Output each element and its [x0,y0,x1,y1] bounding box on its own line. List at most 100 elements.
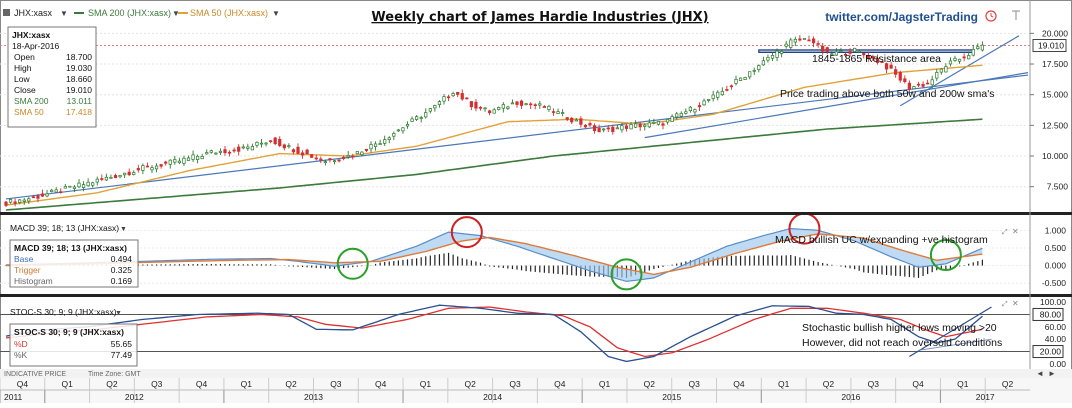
candle-body [944,66,948,73]
info-row-label: High [14,63,32,73]
quarter-label: Q2 [285,379,297,389]
annotation-circle-red [450,216,483,249]
candle-body [369,144,373,150]
candle-body [401,127,405,132]
price-info-box: JHX:xasx 18-Apr-2016 Open 18.700 High 19.03… [7,26,97,128]
candle-body [159,164,163,167]
candle-body [766,57,770,61]
candle-body [264,142,268,145]
quarter-label: Q2 [823,379,835,389]
annotation-circle-green [336,247,369,280]
candle-body [930,79,934,86]
candle-body [665,119,670,123]
candle-body [68,185,72,188]
dropdown-arrow-icon[interactable]: ▼ [120,226,127,233]
sma50-line [5,64,983,206]
panel-close-icon[interactable]: ✕ [1012,299,1019,308]
info-box-frame [7,26,97,128]
candle-body [77,182,81,188]
candle-body [237,146,241,152]
candle-body [150,167,154,171]
scroll-controls[interactable]: ◄ ► [1036,369,1056,378]
stoch-k-line [5,304,983,363]
chart-header: JHX:xasx ▼ SMA 200 (JHX:xasx) ▼ SMA 50 (… [3,8,1020,25]
candle-body [693,109,697,113]
indicative-price-label: INDICATIVE PRICE [4,371,66,378]
footer-bar [0,369,1072,378]
resistance-zone-band [758,49,974,53]
candle-body [100,178,104,180]
candle-body [935,72,939,79]
macd-row-label: Trigger [14,265,41,275]
dropdown-arrow-icon[interactable]: ▼ [272,9,280,18]
stoch-row-value: 55.65 [111,339,133,349]
symbol-color-swatch [3,9,10,16]
stoch-panel-label[interactable]: STOC-S 30; 9; 9 (JHX:xasx) [10,307,117,317]
candle-body [205,152,209,155]
panel-separator-macd[interactable] [0,212,1072,215]
dropdown-arrow-icon[interactable]: ▼ [172,9,180,18]
scroll-right-icon[interactable]: ► [1048,369,1056,378]
header-symbol[interactable]: JHX:xasx [14,8,53,18]
price-tick-label: 12.500 [1042,120,1068,130]
price-tick-label: 10.000 [1042,151,1068,161]
year-label: 2014 [483,392,502,402]
candle-body [250,145,254,151]
candle-body [967,55,971,60]
candle-body [857,51,861,53]
candle-body [743,77,747,80]
candle-body [378,143,382,145]
candle-body [410,118,414,122]
candle-body [86,181,90,187]
trendline [644,72,1029,139]
stoch-trendline [909,306,992,358]
sma50-legend-label[interactable]: SMA 50 (JHX:xasx) [190,8,268,18]
candle-body [684,111,688,114]
candle-body [647,122,651,128]
candle-body [853,47,857,52]
candle-body [793,39,797,43]
candle-body [565,117,569,120]
stoch-level-box [1032,345,1064,359]
dropdown-arrow-icon[interactable]: ▼ [115,310,122,317]
quarter-label: Q3 [868,379,880,389]
pin-icon[interactable] [1012,10,1020,20]
candle-body [757,65,761,70]
macd-panel-label[interactable]: MACD 39; 18; 13 (JHX:xasx) [10,223,119,233]
candle-body [132,172,136,175]
macd-tick-label: 1.000 [1045,225,1067,235]
candle-body [533,104,537,107]
candle-body [72,186,77,189]
scroll-left-icon[interactable]: ◄ [1036,369,1044,378]
candle-body [629,124,633,130]
panel-resize-icon[interactable]: ⤢ [1002,301,1008,308]
candle-body [620,125,624,131]
candle-body [154,165,159,170]
panel-close-icon[interactable]: ✕ [1012,227,1019,236]
candle-body [81,184,86,188]
candle-body [383,139,387,144]
candle-body [875,58,880,63]
info-row-value: 17.418 [66,107,92,117]
panel-separator-stoch[interactable] [0,294,1072,297]
stoch-annotation-2: However, did not reach oversold conditio… [802,337,1002,349]
candle-body [551,111,556,113]
candle-body [976,46,980,49]
candle-body [574,119,578,122]
candle-body [643,124,647,127]
info-row-value: 19.030 [66,63,92,73]
dropdown-arrow-icon[interactable]: ▼ [60,9,68,18]
candle-body [405,124,410,127]
sma200-legend-label[interactable]: SMA 200 (JHX:xasx) [88,8,171,18]
info-date: 18-Apr-2016 [12,41,60,51]
twitter-handle: twitter.com/JagsterTrading [825,10,978,24]
panel-resize-icon[interactable]: ⤢ [1002,229,1008,236]
candle-body [164,161,168,164]
candle-body [346,154,350,158]
candle-body [652,121,656,124]
clock-icon[interactable] [985,10,997,22]
candle-body [597,127,601,133]
candle-body [109,176,113,179]
candle-body [748,71,752,78]
